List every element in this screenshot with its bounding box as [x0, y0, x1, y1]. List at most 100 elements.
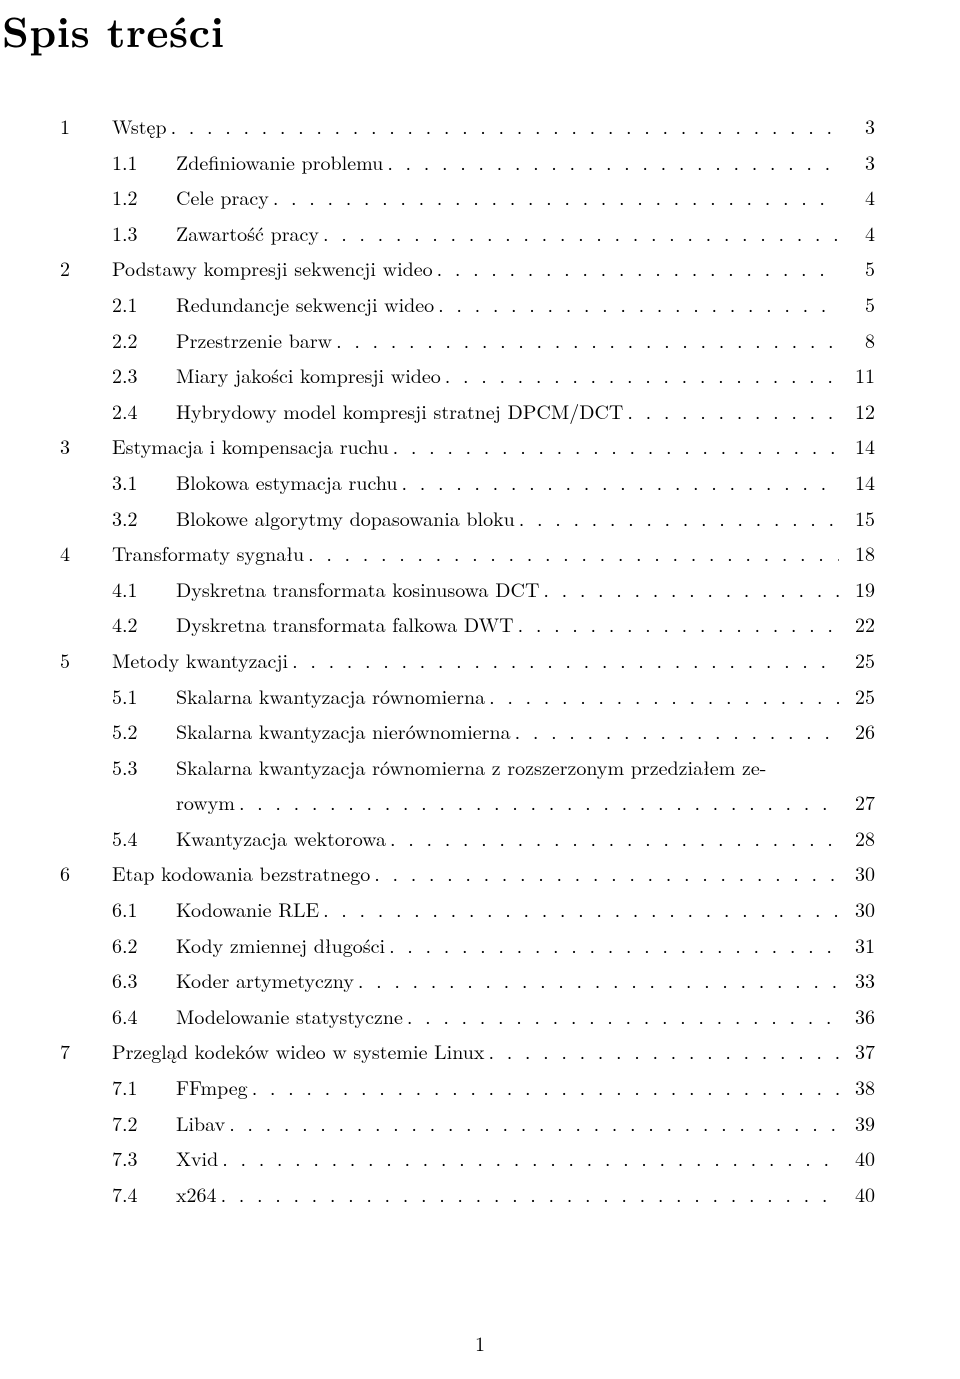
toc-entry-number: 3	[60, 428, 112, 464]
toc-entry-title: Xvid	[176, 1140, 218, 1176]
page-number: 1	[0, 1328, 960, 1357]
toc-entry-number: 1	[60, 108, 112, 144]
toc-entry-title: Przegląd kodeków wideo w systemie Linux	[112, 1033, 484, 1069]
toc-section: 6.4Modelowanie statystyczne36	[60, 998, 875, 1034]
toc-chapter: 3Estymacja i kompensacja ruchu14	[60, 428, 875, 464]
toc-entry-number: 2.1	[112, 286, 176, 322]
toc-entry-page: 30	[839, 891, 875, 927]
toc-entry-page: 22	[839, 606, 875, 642]
toc-entry-number: 1.2	[112, 179, 176, 215]
toc-entry-title: Hybrydowy model kompresji stratnej DPCM/…	[176, 393, 623, 429]
toc-section: 5.1Skalarna kwantyzacja równomierna25	[60, 678, 875, 714]
toc-leaders	[332, 322, 839, 358]
toc-entry-page: 40	[839, 1176, 875, 1212]
toc-entry-title: Etap kodowania bezstratnego	[112, 855, 370, 891]
toc-entry-page: 39	[839, 1105, 875, 1141]
toc-entry-continuation: rowym 27	[60, 784, 875, 820]
toc-entry-number: 5.4	[112, 820, 176, 856]
toc-leaders	[304, 535, 839, 571]
toc-leaders	[433, 250, 839, 286]
toc-entry-page: 36	[839, 998, 875, 1034]
toc-entry-number: 1.3	[112, 215, 176, 251]
toc-entry-title: Libav	[176, 1105, 225, 1141]
toc-chapter: 7Przegląd kodeków wideo w systemie Linux…	[60, 1033, 875, 1069]
toc-entry-number: 7	[60, 1033, 112, 1069]
toc-section: 2.3Miary jakości kompresji wideo11	[60, 357, 875, 393]
toc-entry-title: Skalarna kwantyzacja nierównomierna	[176, 713, 511, 749]
toc-leaders	[403, 998, 839, 1034]
toc-entry-title: Dyskretna transformata falkowa DWT	[176, 606, 514, 642]
toc-section: 2.4Hybrydowy model kompresji stratnej DP…	[60, 393, 875, 429]
toc-entry-title: Transformaty sygnału	[112, 535, 304, 571]
toc-entry-number: 4	[60, 535, 112, 571]
toc-leaders	[217, 1176, 839, 1212]
toc-entry-number: 6.3	[112, 962, 176, 998]
toc-section: 7.4x26440	[60, 1176, 875, 1212]
toc-chapter: 4Transformaty sygnału18	[60, 535, 875, 571]
toc-entry-page: 19	[839, 571, 875, 607]
toc-entry-page: 11	[839, 357, 875, 393]
toc-entry-page: 3	[839, 108, 875, 144]
toc-entry-page: 4	[839, 215, 875, 251]
toc-entry-page: 40	[839, 1140, 875, 1176]
toc-entry-number: 4.1	[112, 571, 176, 607]
toc-entry-number: 7.1	[112, 1069, 176, 1105]
toc-section: 6.1Kodowanie RLE30	[60, 891, 875, 927]
toc-entry-title: Cele pracy	[176, 179, 269, 215]
toc-entry-title: Skalarna kwantyzacja równomierna	[176, 678, 485, 714]
toc-entry-title: Modelowanie statystyczne	[176, 998, 403, 1034]
toc-entry-page: 5	[839, 250, 875, 286]
toc-entry-title: Estymacja i kompensacja ruchu	[112, 428, 389, 464]
toc-entry-title: rowym	[176, 784, 235, 820]
toc-entry-title: Blokowe algorytmy dopasowania bloku	[176, 500, 515, 536]
toc-section: 4.1Dyskretna transformata kosinusowa DCT…	[60, 571, 875, 607]
toc-section: 7.3Xvid40	[60, 1140, 875, 1176]
toc-entry-title: Wstęp	[112, 108, 167, 144]
toc-leaders	[354, 962, 839, 998]
toc-entry-title: Koder artymetyczny	[176, 962, 354, 998]
toc-entry-number: 1.1	[112, 144, 176, 180]
toc-entry-title: Zdefiniowanie problemu	[176, 144, 383, 180]
toc-section: 6.2Kody zmiennej długości31	[60, 927, 875, 963]
toc-entry-page: 8	[839, 322, 875, 358]
toc-entry-number: 5.1	[112, 678, 176, 714]
toc-entry-page: 28	[839, 820, 875, 856]
toc-entry-title: Skalarna kwantyzacja równomierna z rozsz…	[176, 749, 766, 785]
toc-leaders	[269, 179, 839, 215]
toc-entry-number: 3.2	[112, 500, 176, 536]
toc-entry-title: Kodowanie RLE	[176, 891, 319, 927]
toc-leaders	[484, 1033, 839, 1069]
toc-leaders	[218, 1140, 839, 1176]
toc-entry-page: 33	[839, 962, 875, 998]
toc-leaders	[539, 571, 839, 607]
toc-entry-page: 27	[839, 784, 875, 820]
toc-leaders	[434, 286, 839, 322]
toc-chapter: 1Wstęp 3	[60, 108, 875, 144]
toc-section: 2.1Redundancje sekwencji wideo5	[60, 286, 875, 322]
toc-entry-title: Zawartość pracy	[176, 215, 319, 251]
toc-entry-title: Kody zmiennej długości	[176, 927, 385, 963]
toc-leaders	[623, 393, 839, 429]
toc-leaders	[386, 820, 839, 856]
toc-entry-page: 5	[839, 286, 875, 322]
toc-leaders	[383, 144, 839, 180]
toc-chapter: 5Metody kwantyzacji25	[60, 642, 875, 678]
toc-leaders	[485, 678, 839, 714]
toc-entry-number: 6.2	[112, 927, 176, 963]
page: Spis treści 1Wstęp31.1Zdefiniowanie prob…	[0, 0, 960, 1379]
toc-section: 1.2Cele pracy4	[60, 179, 875, 215]
toc-entry-number: 3.1	[112, 464, 176, 500]
toc-leaders	[370, 855, 839, 891]
toc-entry-title: Kwantyzacja wektorowa	[176, 820, 386, 856]
toc-section: 5.4Kwantyzacja wektorowa 28	[60, 820, 875, 856]
toc-entry-page: 25	[839, 642, 875, 678]
toc-entry-title: Dyskretna transformata kosinusowa DCT	[176, 571, 539, 607]
toc-section: 5.3Skalarna kwantyzacja równomierna z ro…	[60, 749, 875, 785]
toc-leaders	[225, 1105, 839, 1141]
toc-chapter: 6Etap kodowania bezstratnego30	[60, 855, 875, 891]
toc-entry-page: 3	[839, 144, 875, 180]
toc-entry-number: 2	[60, 250, 112, 286]
toc-leaders	[511, 713, 839, 749]
toc-leaders	[319, 891, 839, 927]
toc-entry-number: 5.3	[112, 749, 176, 785]
